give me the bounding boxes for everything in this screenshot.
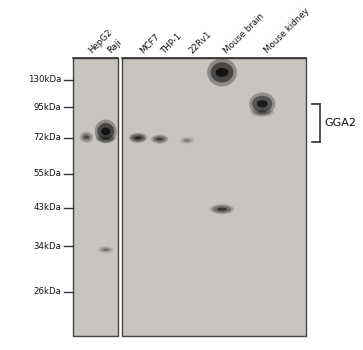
Ellipse shape <box>180 137 194 144</box>
Ellipse shape <box>100 247 112 252</box>
Text: 55kDa: 55kDa <box>34 169 62 178</box>
Ellipse shape <box>79 132 93 143</box>
Text: Mouse kidney: Mouse kidney <box>262 7 311 55</box>
Ellipse shape <box>101 128 110 135</box>
Ellipse shape <box>253 108 272 116</box>
Text: Mouse brain: Mouse brain <box>222 11 266 55</box>
Ellipse shape <box>210 204 234 214</box>
Text: 43kDa: 43kDa <box>34 203 62 212</box>
Text: Raji: Raji <box>106 38 123 55</box>
Ellipse shape <box>96 134 116 142</box>
Text: 26kDa: 26kDa <box>34 287 62 296</box>
Ellipse shape <box>129 133 147 143</box>
Text: 34kDa: 34kDa <box>34 242 62 251</box>
Ellipse shape <box>83 135 89 139</box>
Ellipse shape <box>102 137 110 140</box>
Ellipse shape <box>98 246 114 253</box>
Ellipse shape <box>97 123 114 140</box>
Text: 95kDa: 95kDa <box>34 103 62 112</box>
Ellipse shape <box>211 62 233 83</box>
FancyBboxPatch shape <box>122 58 306 336</box>
Ellipse shape <box>250 107 274 117</box>
Text: 22Rv1: 22Rv1 <box>187 29 213 55</box>
Text: HepG2: HepG2 <box>86 28 114 55</box>
Ellipse shape <box>134 136 142 140</box>
Ellipse shape <box>257 110 267 113</box>
Ellipse shape <box>249 92 276 115</box>
Ellipse shape <box>182 138 193 143</box>
Ellipse shape <box>156 138 163 141</box>
Text: MCF7: MCF7 <box>138 32 161 55</box>
Ellipse shape <box>98 135 114 141</box>
Text: THP-1: THP-1 <box>160 31 184 55</box>
Ellipse shape <box>213 206 231 213</box>
Ellipse shape <box>153 136 166 142</box>
Text: GGA2: GGA2 <box>324 118 356 128</box>
Ellipse shape <box>81 133 92 141</box>
FancyBboxPatch shape <box>73 58 118 336</box>
Ellipse shape <box>257 100 268 107</box>
Ellipse shape <box>102 248 109 251</box>
Ellipse shape <box>184 139 190 142</box>
Ellipse shape <box>252 96 272 112</box>
Ellipse shape <box>131 134 145 141</box>
Ellipse shape <box>151 135 168 144</box>
Ellipse shape <box>216 68 228 77</box>
Ellipse shape <box>95 120 117 143</box>
Ellipse shape <box>217 208 227 211</box>
Ellipse shape <box>207 58 237 86</box>
Text: 72kDa: 72kDa <box>34 133 62 142</box>
Text: 130kDa: 130kDa <box>28 75 62 84</box>
